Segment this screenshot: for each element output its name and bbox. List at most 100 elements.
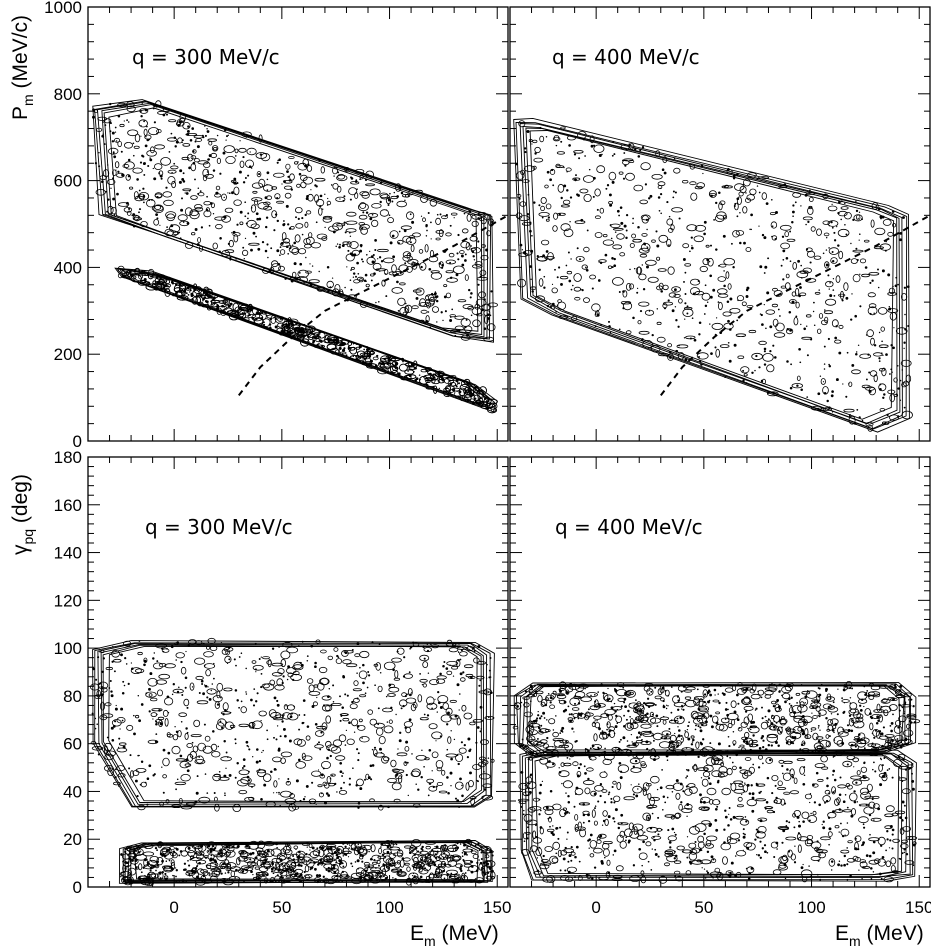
contour-speck: [261, 751, 263, 754]
contour-speck: [278, 793, 280, 795]
contour-speck: [140, 850, 142, 852]
contour-speck: [901, 369, 904, 371]
contour-speck: [222, 848, 226, 851]
contour-speck: [152, 718, 154, 720]
contour-speck: [313, 333, 315, 336]
contour-speck: [276, 703, 280, 707]
contour-blob: [874, 227, 886, 236]
contour-blob: [872, 352, 883, 357]
contour-speck: [569, 221, 571, 223]
contour-blob: [224, 207, 234, 213]
contour-blob: [345, 228, 357, 233]
contour-speck: [477, 843, 479, 845]
contour-speck: [892, 285, 894, 288]
contour-speck: [459, 865, 463, 868]
contour-speck: [426, 643, 428, 645]
contour-blob: [396, 860, 401, 865]
contour-blob: [190, 155, 197, 160]
contour-blob: [211, 842, 223, 852]
contour-blob: [143, 864, 155, 870]
contour-speck: [341, 881, 343, 883]
contour-speck: [341, 353, 344, 355]
contour-speck: [377, 871, 380, 875]
contour-blob: [216, 722, 225, 731]
contour-blob: [484, 716, 495, 720]
contour-speck: [147, 164, 150, 168]
contour-blob: [216, 682, 224, 692]
contour-blob: [194, 204, 203, 210]
contour-speck: [608, 325, 611, 328]
contour-blob: [212, 695, 223, 703]
contour-speck: [179, 169, 183, 173]
contour-speck: [247, 779, 251, 782]
contour-speck: [754, 369, 756, 372]
contour-speck: [114, 131, 117, 133]
contour-blob: [137, 279, 148, 286]
contour-blob: [440, 850, 450, 858]
contour-blob: [435, 229, 445, 234]
contour-speck: [426, 714, 430, 717]
contour-blob: [197, 742, 207, 752]
contour-speck: [380, 846, 382, 848]
contour-blob: [823, 310, 834, 315]
contour-blob: [838, 324, 844, 329]
contour-blob: [732, 230, 740, 238]
contour-speck: [244, 312, 246, 315]
contour-speck: [196, 145, 200, 149]
contour-blob: [540, 196, 547, 204]
contour-speck: [806, 396, 809, 398]
contour-speck: [371, 260, 375, 264]
contour-blob: [707, 257, 714, 267]
contour-blob: [579, 188, 589, 194]
contour-blob: [203, 200, 212, 206]
contour-blob: [223, 687, 233, 692]
contour-speck: [153, 652, 156, 654]
y-tick-label: 600: [54, 172, 82, 191]
contour-level: [515, 121, 908, 430]
contour-speck: [378, 643, 381, 646]
contour-speck: [668, 215, 671, 218]
contour-speck: [246, 309, 248, 312]
contour-speck: [791, 300, 795, 304]
contour-speck: [217, 852, 221, 855]
contour-speck: [253, 688, 256, 690]
contour-speck: [702, 172, 704, 175]
contour-speck: [882, 354, 884, 356]
contour-blob: [143, 128, 148, 136]
contour-speck: [632, 217, 634, 220]
contour-speck: [257, 247, 261, 251]
contour-blob: [383, 725, 394, 734]
contour-blob: [111, 649, 120, 658]
contour-blob: [742, 206, 748, 214]
contour-blob: [289, 173, 295, 181]
contour-speck: [357, 752, 360, 755]
contour-speck: [96, 723, 98, 725]
contour-speck: [263, 323, 266, 326]
contour-speck: [433, 292, 437, 296]
contour-blob: [560, 204, 570, 208]
contour-blob: [411, 839, 422, 848]
contour-blob: [254, 866, 260, 870]
contour-blob: [372, 748, 378, 757]
contour-blob: [221, 193, 227, 201]
contour-speck: [428, 853, 431, 856]
contour-blob: [893, 393, 899, 397]
contour-blob: [673, 293, 681, 298]
contour-speck: [340, 787, 343, 790]
contour-speck: [322, 875, 325, 878]
contour-speck: [380, 842, 384, 846]
contour-speck: [835, 378, 839, 382]
contour-blob: [820, 378, 826, 385]
contour-speck: [358, 345, 362, 349]
contour-speck: [541, 256, 544, 258]
contour-speck: [346, 266, 348, 268]
contour-blob: [810, 226, 816, 232]
contour-speck: [151, 198, 153, 201]
contour-speck: [473, 259, 476, 261]
contour-blob: [329, 347, 340, 355]
contour-speck: [140, 871, 143, 874]
contour-speck: [276, 699, 279, 703]
contour-speck: [287, 322, 291, 326]
contour-blob: [719, 344, 730, 349]
contour-speck: [611, 266, 614, 269]
